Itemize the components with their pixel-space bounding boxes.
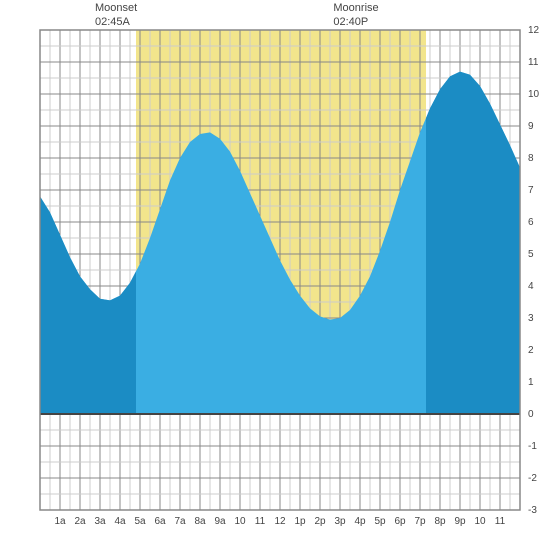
- x-tick-label: 5p: [374, 516, 386, 527]
- x-tick-label: 4p: [354, 516, 366, 527]
- y-tick-label: 9: [528, 121, 534, 132]
- x-tick-label: 12: [274, 516, 286, 527]
- moonrise-annotation: Moonrise 02:40P: [333, 2, 378, 30]
- x-tick-label: 8a: [194, 516, 206, 527]
- x-tick-label: 7a: [174, 516, 186, 527]
- x-tick-label: 7p: [414, 516, 426, 527]
- y-tick-label: 4: [528, 281, 534, 292]
- y-tick-label: 7: [528, 185, 534, 196]
- x-tick-label: 3p: [334, 516, 346, 527]
- moonset-title: Moonset: [95, 2, 137, 16]
- x-tick-label: 1p: [294, 516, 306, 527]
- x-tick-label: 2a: [74, 516, 86, 527]
- y-tick-label: 8: [528, 153, 534, 164]
- y-tick-label: 2: [528, 345, 534, 356]
- x-tick-label: 10: [234, 516, 246, 527]
- x-tick-label: 10: [474, 516, 486, 527]
- y-tick-label: 6: [528, 217, 534, 228]
- y-tick-label: 3: [528, 313, 534, 324]
- y-tick-label: -3: [528, 505, 537, 516]
- x-tick-label: 6p: [394, 516, 406, 527]
- tide-chart-svg: 1a2a3a4a5a6a7a8a9a1011121p2p3p4p5p6p7p8p…: [0, 0, 550, 550]
- x-tick-label: 9p: [454, 516, 466, 527]
- x-tick-label: 6a: [154, 516, 166, 527]
- moonrise-title: Moonrise: [333, 2, 378, 16]
- x-tick-label: 2p: [314, 516, 326, 527]
- x-tick-label: 5a: [134, 516, 146, 527]
- y-tick-label: 10: [528, 89, 540, 100]
- x-tick-label: 4a: [114, 516, 126, 527]
- x-tick-label: 11: [495, 516, 506, 527]
- y-tick-label: 5: [528, 249, 534, 260]
- x-tick-label: 3a: [94, 516, 106, 527]
- x-tick-label: 11: [255, 516, 266, 527]
- y-tick-label: 1: [528, 377, 534, 388]
- moonset-annotation: Moonset 02:45A: [95, 2, 137, 30]
- y-tick-label: 11: [528, 57, 539, 68]
- tide-chart: 1a2a3a4a5a6a7a8a9a1011121p2p3p4p5p6p7p8p…: [0, 0, 550, 550]
- moonrise-time: 02:40P: [333, 16, 378, 30]
- x-tick-label: 9a: [214, 516, 226, 527]
- x-tick-label: 1a: [54, 516, 66, 527]
- y-tick-label: 12: [528, 25, 540, 36]
- y-tick-label: 0: [528, 409, 534, 420]
- y-tick-label: -2: [528, 473, 537, 484]
- x-tick-label: 8p: [434, 516, 446, 527]
- y-tick-label: -1: [528, 441, 537, 452]
- moonset-time: 02:45A: [95, 16, 137, 30]
